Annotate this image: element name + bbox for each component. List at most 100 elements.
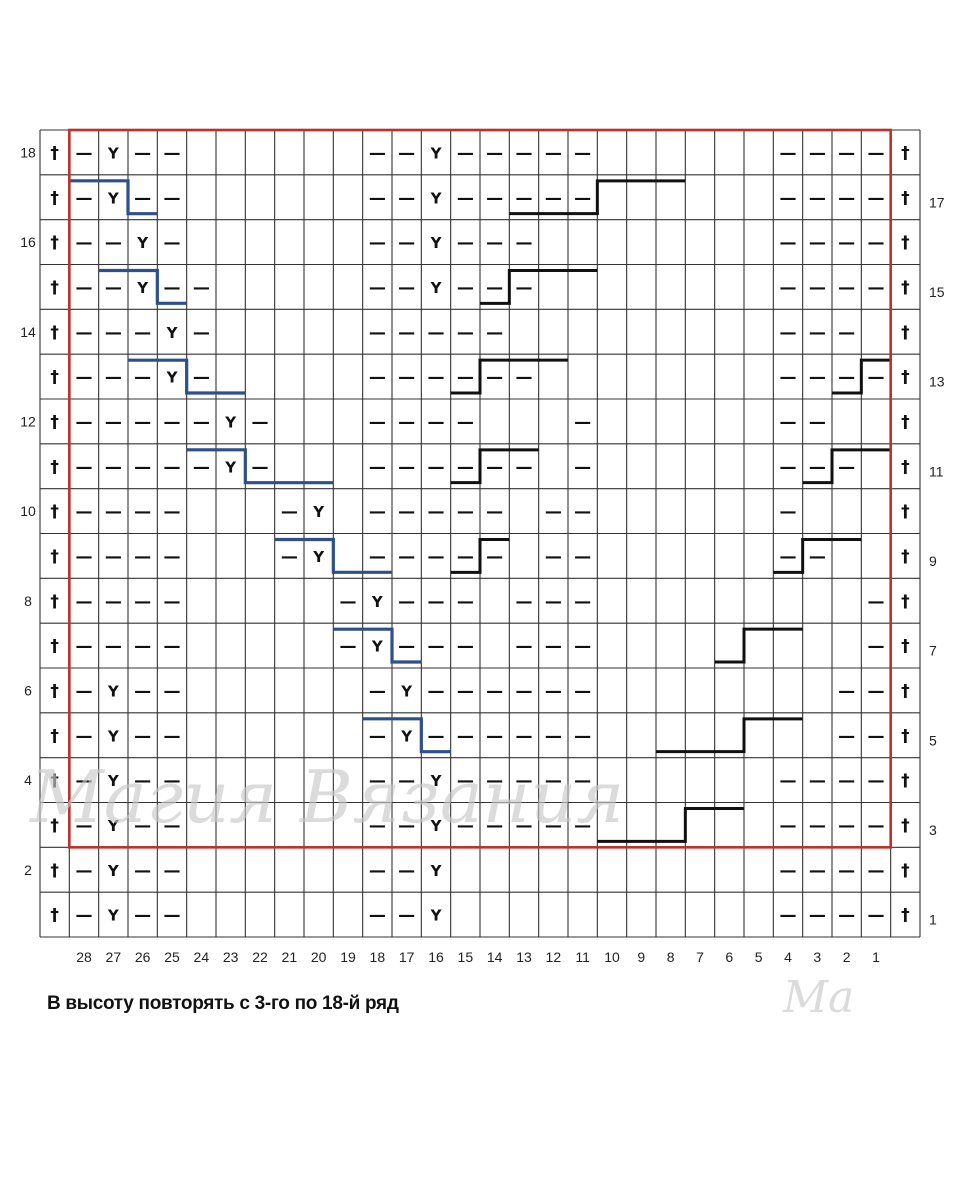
- purl-symbol: —: [780, 502, 797, 522]
- purl-symbol: —: [164, 412, 181, 432]
- edge-stitch-symbol: †: [901, 726, 910, 746]
- purl-symbol: —: [281, 547, 298, 567]
- purl-symbol: —: [134, 188, 151, 208]
- purl-symbol: —: [134, 547, 151, 567]
- yarnover-symbol: Y: [312, 548, 325, 566]
- purl-symbol: —: [868, 637, 885, 657]
- edge-stitch-symbol: †: [50, 906, 59, 926]
- purl-symbol: —: [574, 592, 591, 612]
- purl-symbol: —: [398, 547, 415, 567]
- yarnover-symbol: Y: [371, 593, 384, 611]
- purl-symbol: —: [809, 906, 826, 926]
- purl-symbol: —: [252, 412, 269, 432]
- purl-symbol: —: [838, 143, 855, 163]
- purl-symbol: —: [398, 233, 415, 253]
- purl-symbol: —: [76, 816, 93, 836]
- purl-symbol: —: [193, 323, 210, 343]
- purl-symbol: —: [545, 637, 562, 657]
- purl-symbol: —: [838, 726, 855, 746]
- purl-symbol: —: [868, 592, 885, 612]
- row-label-right: 11: [929, 463, 944, 479]
- row-label-right: 3: [929, 822, 937, 838]
- purl-symbol: —: [780, 323, 797, 343]
- purl-symbol: —: [164, 681, 181, 701]
- black-step-line: [832, 358, 891, 395]
- blue-step-line: [333, 627, 422, 664]
- purl-symbol: —: [105, 547, 122, 567]
- purl-symbol: —: [780, 861, 797, 881]
- purl-symbol: —: [134, 726, 151, 746]
- purl-symbol: —: [164, 188, 181, 208]
- purl-symbol: —: [398, 323, 415, 343]
- column-label: 25: [164, 949, 180, 965]
- purl-symbol: —: [134, 906, 151, 926]
- purl-symbol: —: [809, 816, 826, 836]
- purl-symbol: —: [838, 816, 855, 836]
- purl-symbol: —: [809, 368, 826, 388]
- purl-symbol: —: [76, 323, 93, 343]
- edge-stitch-symbol: †: [901, 457, 910, 477]
- row-label-left: 18: [20, 144, 36, 160]
- purl-symbol: —: [457, 278, 474, 298]
- purl-symbol: —: [134, 637, 151, 657]
- yarnover-symbol: Y: [107, 862, 120, 880]
- chart-cells: † † † † † † † † † † † † † † † † † † † † † † † † † † † † † † † † † † † † — — — —…: [50, 143, 909, 925]
- purl-symbol: —: [369, 681, 386, 701]
- purl-symbol: —: [868, 726, 885, 746]
- purl-symbol: —: [516, 457, 533, 477]
- purl-symbol: —: [164, 816, 181, 836]
- edge-stitch-symbol: †: [901, 861, 910, 881]
- watermark: Магия Вязания Ма: [28, 755, 854, 1023]
- purl-symbol: —: [545, 502, 562, 522]
- purl-symbol: —: [868, 771, 885, 791]
- column-label: 9: [637, 949, 645, 965]
- purl-symbol: —: [281, 502, 298, 522]
- yarnover-symbol: Y: [224, 458, 237, 476]
- purl-symbol: —: [369, 547, 386, 567]
- purl-symbol: —: [369, 278, 386, 298]
- row-label-left: 16: [20, 234, 36, 250]
- purl-symbol: —: [76, 188, 93, 208]
- purl-symbol: —: [457, 188, 474, 208]
- column-label: 16: [428, 949, 444, 965]
- edge-stitch-symbol: †: [50, 861, 59, 881]
- purl-symbol: —: [780, 816, 797, 836]
- purl-symbol: —: [369, 457, 386, 477]
- edge-stitch-symbol: †: [901, 278, 910, 298]
- column-label: 7: [696, 949, 704, 965]
- purl-symbol: —: [398, 816, 415, 836]
- edge-stitch-symbol: †: [901, 502, 910, 522]
- purl-symbol: —: [486, 368, 503, 388]
- yarnover-symbol: Y: [430, 862, 443, 880]
- purl-symbol: —: [809, 861, 826, 881]
- chart-caption: В высоту повторять с 3-го по 18-й ряд: [47, 993, 399, 1014]
- column-label: 3: [813, 949, 821, 965]
- yarnover-symbol: Y: [107, 907, 120, 925]
- edge-stitch-symbol: †: [50, 547, 59, 567]
- row-label-left: 14: [20, 324, 36, 340]
- purl-symbol: —: [76, 412, 93, 432]
- purl-symbol: —: [398, 143, 415, 163]
- yarnover-symbol: Y: [430, 907, 443, 925]
- purl-symbol: —: [252, 457, 269, 477]
- purl-symbol: —: [369, 906, 386, 926]
- row-label-right: 17: [929, 194, 945, 210]
- purl-symbol: —: [457, 816, 474, 836]
- purl-symbol: —: [486, 233, 503, 253]
- purl-symbol: —: [369, 771, 386, 791]
- purl-symbol: —: [780, 771, 797, 791]
- purl-symbol: —: [486, 771, 503, 791]
- purl-symbol: —: [838, 368, 855, 388]
- purl-symbol: —: [838, 906, 855, 926]
- black-step-line: [773, 538, 862, 574]
- column-label: 5: [755, 949, 763, 965]
- purl-symbol: —: [76, 233, 93, 253]
- purl-symbol: —: [193, 278, 210, 298]
- purl-symbol: —: [457, 143, 474, 163]
- blue-step-line: [98, 268, 187, 305]
- edge-stitch-symbol: †: [50, 368, 59, 388]
- purl-symbol: —: [486, 278, 503, 298]
- edge-stitch-symbol: †: [901, 906, 910, 926]
- purl-symbol: —: [369, 368, 386, 388]
- purl-symbol: —: [398, 457, 415, 477]
